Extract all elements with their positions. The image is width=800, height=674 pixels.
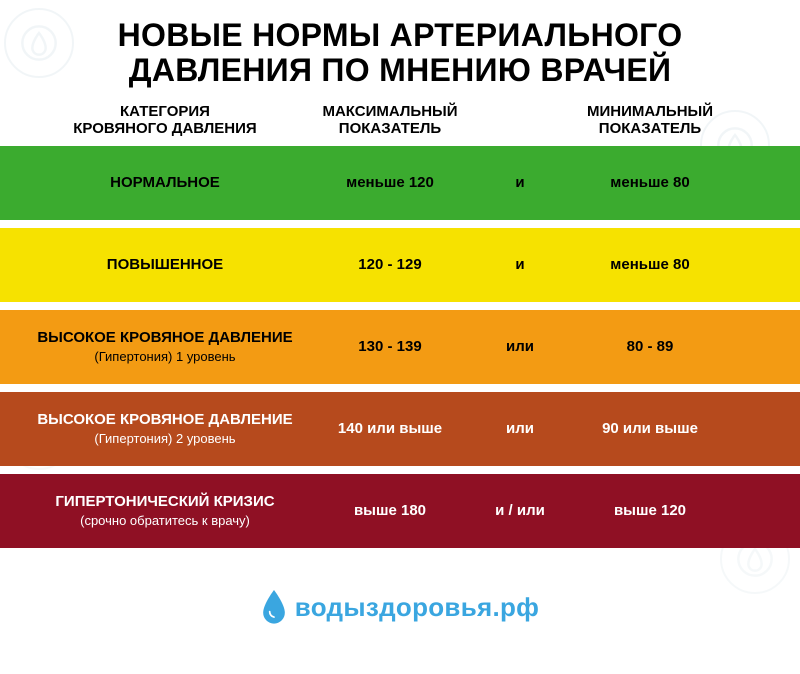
- max-value: выше 180: [300, 502, 480, 519]
- category-cell: ПОВЫШЕННОЕ: [30, 250, 300, 280]
- max-value: 120 - 129: [300, 256, 480, 273]
- category-sub: (срочно обратитесь к врачу): [34, 513, 296, 528]
- category-sub: (Гипертония) 2 уровень: [34, 431, 296, 446]
- max-value: 140 или выше: [300, 420, 480, 437]
- table-row: ВЫСОКОЕ КРОВЯНОЕ ДАВЛЕНИЕ (Гипертония) 2 …: [0, 392, 800, 466]
- category-cell: ВЫСОКОЕ КРОВЯНОЕ ДАВЛЕНИЕ (Гипертония) 2 …: [30, 405, 300, 452]
- column-headers: КАТЕГОРИЯ КРОВЯНОГО ДАВЛЕНИЯ МАКСИМАЛЬНЫ…: [0, 93, 800, 146]
- footer: водыздоровья.рф: [0, 548, 800, 674]
- min-value: меньше 80: [560, 174, 740, 191]
- conjunction: и: [480, 174, 560, 191]
- category-main: ГИПЕРТОНИЧЕСКИЙ КРИЗИС: [55, 493, 274, 510]
- table-row: ВЫСОКОЕ КРОВЯНОЕ ДАВЛЕНИЕ (Гипертония) 1 …: [0, 310, 800, 384]
- category-main: ПОВЫШЕННОЕ: [107, 256, 223, 273]
- header-category: КАТЕГОРИЯ КРОВЯНОГО ДАВЛЕНИЯ: [30, 103, 300, 138]
- category-cell: ВЫСОКОЕ КРОВЯНОЕ ДАВЛЕНИЕ (Гипертония) 1 …: [30, 323, 300, 370]
- max-value: меньше 120: [300, 174, 480, 191]
- water-drop-icon: [261, 591, 287, 625]
- min-value: меньше 80: [560, 256, 740, 273]
- conjunction: или: [480, 338, 560, 355]
- title-line-1: НОВЫЕ НОРМЫ АРТЕРИАЛЬНОГО: [40, 18, 760, 53]
- category-cell: ГИПЕРТОНИЧЕСКИЙ КРИЗИС (срочно обратитесь…: [30, 487, 300, 534]
- min-value: 80 - 89: [560, 338, 740, 355]
- footer-site: водыздоровья.рф: [295, 592, 539, 623]
- header-min: МИНИМАЛЬНЫЙ ПОКАЗАТЕЛЬ: [560, 103, 740, 138]
- category-main: ВЫСОКОЕ КРОВЯНОЕ ДАВЛЕНИЕ: [37, 411, 292, 428]
- category-sub: (Гипертония) 1 уровень: [34, 349, 296, 364]
- table-row: НОРМАЛЬНОЕ меньше 120именьше 80: [0, 146, 800, 220]
- page-title: НОВЫЕ НОРМЫ АРТЕРИАЛЬНОГО ДАВЛЕНИЯ ПО МН…: [0, 0, 800, 93]
- category-main: НОРМАЛЬНОЕ: [110, 174, 220, 191]
- table-row: ПОВЫШЕННОЕ 120 - 129именьше 80: [0, 228, 800, 302]
- min-value: 90 или выше: [560, 420, 740, 437]
- category-main: ВЫСОКОЕ КРОВЯНОЕ ДАВЛЕНИЕ: [37, 329, 292, 346]
- conjunction: и / или: [480, 502, 560, 519]
- max-value: 130 - 139: [300, 338, 480, 355]
- conjunction: и: [480, 256, 560, 273]
- min-value: выше 120: [560, 502, 740, 519]
- conjunction: или: [480, 420, 560, 437]
- title-line-2: ДАВЛЕНИЯ ПО МНЕНИЮ ВРАЧЕЙ: [40, 53, 760, 88]
- table-row: ГИПЕРТОНИЧЕСКИЙ КРИЗИС (срочно обратитесь…: [0, 474, 800, 548]
- header-max: МАКСИМАЛЬНЫЙ ПОКАЗАТЕЛЬ: [300, 103, 480, 138]
- category-cell: НОРМАЛЬНОЕ: [30, 168, 300, 198]
- table-body: НОРМАЛЬНОЕменьше 120именьше 80ПОВЫШЕННОЕ…: [0, 146, 800, 548]
- infographic-container: НОВЫЕ НОРМЫ АРТЕРИАЛЬНОГО ДАВЛЕНИЯ ПО МН…: [0, 0, 800, 674]
